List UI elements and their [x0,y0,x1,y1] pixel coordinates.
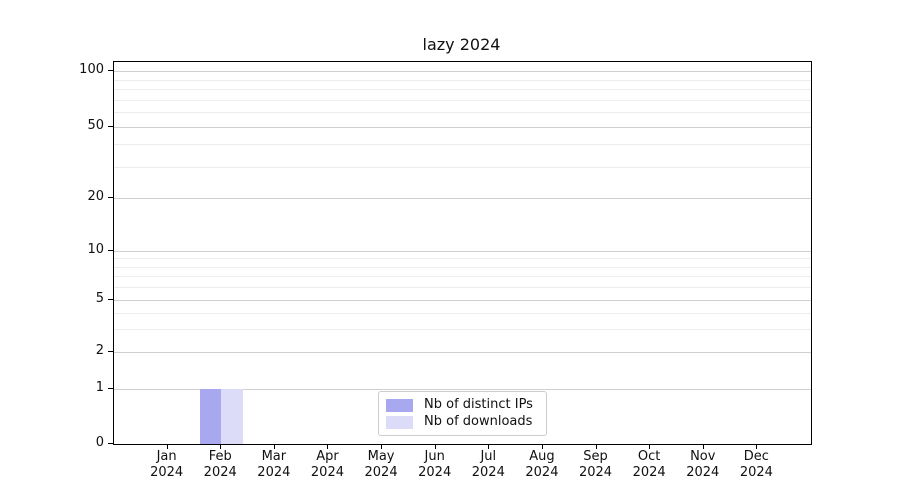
x-tick-mark [166,445,168,449]
minor-gridline [114,167,811,169]
x-tick-label: Jul 2024 [471,449,505,480]
x-tick-mark [273,445,275,449]
y-tick-label: 10 [87,242,104,258]
y-tick-label: 2 [95,343,104,359]
bar-downloads [221,388,243,444]
x-tick-mark [541,445,543,449]
x-tick-mark [702,445,704,449]
legend: Nb of distinct IPs Nb of downloads [378,391,547,436]
x-tick-mark [327,445,329,449]
x-tick-mark [381,445,383,449]
minor-gridline [114,275,811,277]
x-tick-mark [756,445,758,449]
legend-swatch-downloads [386,415,413,429]
minor-gridline [114,79,811,81]
minor-gridline [114,286,811,288]
x-tick-label: Aug 2024 [525,449,559,480]
legend-label: Nb of distinct IPs [424,397,533,412]
y-tick-label: 100 [79,62,104,78]
x-tick-label: Sep 2024 [578,449,613,480]
y-tick-label: 0 [95,435,104,450]
minor-gridline [114,329,811,331]
major-gridline [114,388,811,390]
minor-gridline [114,312,811,314]
minor-gridline [114,258,811,260]
y-tick-label: 5 [95,290,104,306]
legend-label: Nb of downloads [424,414,533,429]
x-tick-mark [434,445,436,449]
x-tick-label: Mar 2024 [257,449,291,480]
legend-swatch-distinct-ips [386,398,413,412]
x-tick-label: Jun 2024 [418,449,452,480]
major-gridline [114,197,811,199]
bar-distinct-ips [199,388,222,444]
minor-gridline [114,112,811,114]
x-tick-label: Apr 2024 [310,449,344,480]
y-tick-label: 50 [87,117,104,133]
major-gridline [114,71,811,73]
y-tick-mark [108,70,113,72]
y-tick-mark [108,298,113,300]
x-tick-mark [488,445,490,449]
y-tick-mark [108,125,113,127]
x-tick-mark [649,445,651,449]
x-tick-label: Oct 2024 [632,449,666,480]
y-tick-mark [108,196,113,198]
x-tick-mark [220,445,222,449]
x-tick-label: Dec 2024 [739,449,773,480]
y-tick-mark [108,250,113,252]
y-tick-mark [108,443,113,444]
major-gridline [114,126,811,128]
x-tick-label: Jan 2024 [150,449,184,480]
major-gridline [114,299,811,301]
chart-title: lazy 2024 [422,35,501,54]
x-tick-label: Feb 2024 [203,449,237,480]
y-tick-mark [108,387,113,389]
minor-gridline [114,144,811,146]
y-tick-label: 20 [87,188,104,204]
plot-area [113,61,812,445]
legend-item-downloads: Nb of downloads [386,414,538,430]
major-gridline [114,251,811,253]
y-tick-label: 1 [95,379,104,395]
x-tick-label: Nov 2024 [686,449,720,480]
y-tick-mark [108,351,113,353]
minor-gridline [114,89,811,91]
x-tick-label: May 2024 [364,449,398,480]
minor-gridline [114,100,811,102]
minor-gridline [114,267,811,269]
major-gridline [114,352,811,354]
legend-item-distinct-ips: Nb of distinct IPs [386,397,538,413]
x-tick-mark [595,445,597,449]
